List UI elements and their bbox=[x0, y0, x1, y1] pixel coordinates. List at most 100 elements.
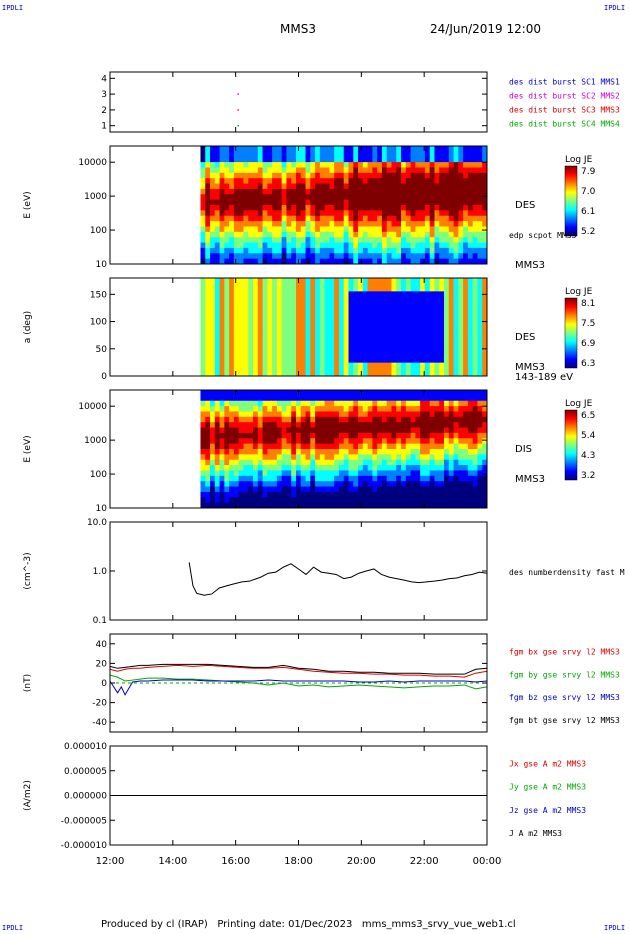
spectrogram-cell bbox=[429, 371, 435, 377]
spectrogram-cell bbox=[243, 309, 249, 315]
spectrogram-cell bbox=[214, 278, 221, 283]
spectrogram-cell bbox=[319, 371, 326, 377]
spectrogram-cell bbox=[472, 304, 478, 310]
spectrogram-cell bbox=[348, 156, 354, 163]
spectrogram-cell bbox=[205, 322, 211, 328]
spectrogram-cell bbox=[329, 481, 335, 488]
spectrogram-cell bbox=[477, 286, 483, 292]
spectrogram-cell bbox=[281, 367, 287, 373]
spectrogram-cell bbox=[410, 167, 416, 174]
spectrogram-cell bbox=[338, 318, 345, 324]
spectrogram-cell bbox=[358, 231, 364, 238]
spectrogram-cell bbox=[420, 221, 426, 227]
colorbar-tick-label: 4.3 bbox=[581, 451, 595, 461]
spectrogram-cell bbox=[367, 340, 373, 346]
spectrogram-cell bbox=[205, 156, 211, 163]
spectrogram-cell bbox=[219, 178, 225, 185]
spectrogram-cell bbox=[434, 358, 440, 364]
spectrogram-cell bbox=[295, 362, 302, 368]
spectrogram-cell bbox=[229, 156, 235, 163]
spectrogram-cell bbox=[482, 454, 488, 461]
spectrogram-cell bbox=[477, 282, 483, 288]
spectrogram-cell bbox=[233, 349, 240, 355]
spectrogram-cell bbox=[300, 194, 307, 201]
spectrogram-cell bbox=[324, 300, 330, 306]
spectrogram-cell bbox=[420, 242, 426, 249]
spectrogram-cell bbox=[248, 282, 254, 288]
spectrogram-cell bbox=[396, 253, 402, 260]
spectrogram-cell bbox=[224, 327, 230, 332]
spectrogram-cell bbox=[305, 465, 311, 471]
spectrogram-cell bbox=[310, 465, 316, 471]
spectrogram-cell bbox=[329, 349, 335, 355]
spectrogram-cell bbox=[372, 454, 378, 461]
spectrogram-cell bbox=[386, 172, 392, 179]
spectrogram-cell bbox=[262, 470, 268, 477]
spectrogram-cell bbox=[434, 178, 440, 185]
y-tick-label: 10000 bbox=[78, 402, 107, 412]
colorbar-des-pitch bbox=[564, 297, 578, 369]
spectrogram-cell bbox=[324, 295, 330, 301]
spectrogram-cell bbox=[401, 349, 407, 355]
spectrogram-cell bbox=[338, 295, 345, 301]
spectrogram-cell bbox=[348, 327, 354, 332]
spectrogram-cell bbox=[310, 340, 316, 346]
spectrogram-cell bbox=[257, 340, 264, 346]
spectrogram-cell bbox=[444, 454, 450, 461]
spectrogram-cell bbox=[467, 247, 474, 254]
colorbar-tick-label: 6.3 bbox=[581, 359, 595, 369]
spectrogram-cell bbox=[214, 231, 221, 238]
spectrogram-cell bbox=[219, 210, 225, 217]
spectrogram-cell bbox=[219, 286, 225, 292]
spectrogram-cell bbox=[210, 253, 216, 260]
spectrogram-cell bbox=[377, 353, 383, 359]
spectrogram-cell bbox=[358, 358, 364, 364]
spectrogram-cell bbox=[267, 183, 273, 190]
spectrogram-cell bbox=[257, 318, 264, 324]
spectrogram-cell bbox=[343, 443, 350, 450]
spectrogram-cell bbox=[472, 188, 478, 195]
spectrogram-cell bbox=[415, 199, 421, 206]
spectrogram-cell bbox=[396, 416, 402, 423]
spectrogram-cell bbox=[439, 395, 445, 402]
spectrogram-cell bbox=[448, 178, 455, 185]
spectrogram-cell bbox=[386, 178, 392, 185]
spectrogram-cell bbox=[377, 183, 383, 190]
spectrogram-cell bbox=[343, 470, 350, 477]
spectrogram-cell bbox=[243, 313, 249, 319]
spectrogram-cell bbox=[257, 146, 264, 152]
spectrogram-cell bbox=[295, 432, 302, 439]
y-tick-label: -0.000005 bbox=[61, 816, 107, 826]
spectrogram-cell bbox=[338, 443, 345, 450]
spectrogram-cell bbox=[439, 411, 445, 418]
spectrogram-cell bbox=[377, 395, 383, 402]
legend-entry: Jy gse A m2 MMS3 bbox=[509, 783, 586, 792]
spectrogram-cell bbox=[257, 416, 264, 423]
spectrogram-cell bbox=[229, 247, 235, 254]
spectrogram-cell bbox=[281, 167, 287, 174]
spectrogram-cell bbox=[358, 247, 364, 254]
spectrogram-cell bbox=[310, 291, 316, 297]
spectrogram-cell bbox=[353, 151, 359, 158]
spectrogram-cell bbox=[429, 172, 435, 179]
spectrogram-cell bbox=[353, 395, 359, 402]
spectrogram-cell bbox=[439, 497, 445, 504]
spectrogram-cell bbox=[310, 400, 316, 407]
spectrogram-cell bbox=[467, 199, 474, 206]
spectrogram-cell bbox=[334, 291, 340, 297]
spectrogram-cell bbox=[315, 194, 321, 201]
spectrogram-cell bbox=[444, 188, 450, 195]
spectrogram-cell bbox=[391, 432, 397, 439]
spectrogram-cell bbox=[276, 167, 283, 174]
spectrogram-cell bbox=[315, 313, 321, 319]
colorbar-tick-label: 3.2 bbox=[581, 471, 595, 481]
spectrogram-cell bbox=[272, 449, 278, 455]
spectrogram-cell bbox=[276, 237, 283, 244]
spectrogram-cell bbox=[295, 416, 302, 423]
spectrogram-cell bbox=[229, 183, 235, 190]
spectrogram-cell bbox=[453, 318, 459, 324]
spectrogram-cell bbox=[224, 286, 230, 292]
spectrogram-cell bbox=[386, 300, 392, 306]
spectrogram-cell bbox=[262, 459, 268, 466]
spectrogram-cell bbox=[291, 481, 297, 488]
